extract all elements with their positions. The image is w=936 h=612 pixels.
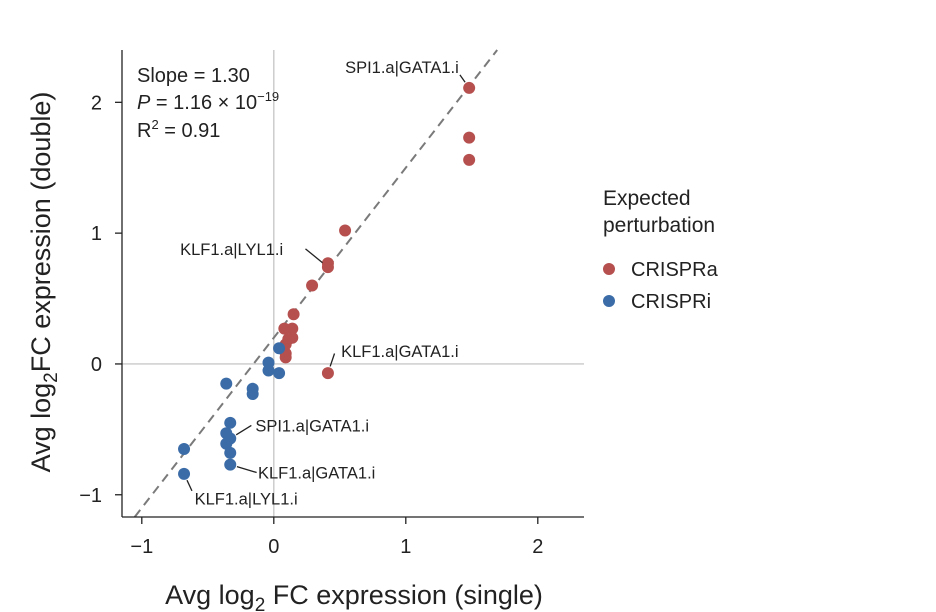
slope-text: Slope = 1.30 <box>137 65 250 87</box>
data-point-crispra <box>321 261 334 274</box>
data-point-crispra <box>339 224 352 237</box>
legend-title-line1: Expected <box>603 187 691 210</box>
data-point-crispri <box>224 416 237 429</box>
x-axis-title-suffix: FC expression (single) <box>265 580 543 610</box>
r2-label: R <box>137 120 151 142</box>
stats-box: Slope = 1.30 P = 1.16 × 10−19 R2 = 0.91 <box>137 65 279 142</box>
legend-title-line2: perturbation <box>603 214 715 237</box>
x-axis-title-sub: 2 <box>255 595 266 612</box>
regression-fit-line <box>133 49 498 518</box>
annotation-label: KLF1.a|LYL1.i <box>195 491 298 509</box>
annotation-leader-line <box>236 466 257 474</box>
p-value-text: P = 1.16 × 10−19 <box>137 89 279 114</box>
legend-label-crispra: CRISPRa <box>631 259 719 281</box>
data-point-crispra <box>463 153 476 166</box>
legend-marker-crispri <box>603 295 615 307</box>
data-point-crispri <box>178 467 191 480</box>
data-points <box>178 81 476 480</box>
legend: Expected perturbation CRISPRa CRISPRi <box>603 187 719 313</box>
r2-text: R2 = 0.91 <box>137 117 220 142</box>
annotation-leader-line <box>459 74 466 83</box>
p-exponent: −19 <box>257 89 279 104</box>
p-label: P <box>137 92 151 114</box>
annotation-leader-line <box>186 479 193 492</box>
x-axis-title: Avg log2 FC expression (single) <box>165 580 543 612</box>
data-point-crispra <box>306 279 319 292</box>
data-point-crispra <box>279 351 292 364</box>
axes: −1 0 1 2 −1 0 1 2 <box>79 50 584 558</box>
y-axis-title-suffix: FC expression (double) <box>26 92 56 373</box>
annotation-label: KLF1.a|LYL1.i <box>180 241 283 259</box>
r2-exponent: 2 <box>151 117 158 132</box>
annotation-leader-line <box>235 424 252 436</box>
fit-line-group <box>133 49 498 518</box>
y-axis-title-prefix: Avg log <box>26 383 56 473</box>
data-point-crispri <box>246 388 259 401</box>
data-point-crispri <box>224 446 237 459</box>
data-point-crispri <box>262 364 275 377</box>
data-point-crispra <box>287 308 300 321</box>
annotation-label: SPI1.a|GATA1.i <box>255 417 369 435</box>
y-tick-label: −1 <box>79 485 102 507</box>
x-tick-label: 2 <box>532 536 543 558</box>
x-tick-label: 0 <box>268 536 279 558</box>
data-point-crispra <box>286 322 299 335</box>
x-axis-title-prefix: Avg log <box>165 580 255 610</box>
data-point-crispri <box>273 367 286 380</box>
legend-label-crispri: CRISPRi <box>631 291 711 313</box>
data-point-crispra <box>463 131 476 144</box>
annotation-label: KLF1.a|GATA1.i <box>341 343 458 361</box>
data-point-crispri <box>220 377 233 390</box>
annotation-label: SPI1.a|GATA1.i <box>345 59 459 77</box>
x-tick-label: −1 <box>130 536 153 558</box>
x-tick-label: 1 <box>400 536 411 558</box>
annotation-leader-line <box>305 248 323 264</box>
data-point-crispri <box>178 442 191 455</box>
y-tick-label: 0 <box>91 354 102 376</box>
data-point-crispri <box>224 458 237 471</box>
annotation-label: KLF1.a|GATA1.i <box>258 465 375 483</box>
y-tick-label: 2 <box>91 92 102 114</box>
r2-value: = 0.91 <box>159 120 221 142</box>
data-point-crispra <box>321 367 334 380</box>
legend-marker-crispra <box>603 263 615 275</box>
reference-lines <box>122 50 584 517</box>
y-axis-title-sub: 2 <box>41 372 62 383</box>
annotations: SPI1.a|GATA1.i KLF1.a|LYL1.i KLF1.a|GATA1.… <box>180 59 466 509</box>
data-point-crispra <box>463 81 476 94</box>
annotation-leader-line <box>329 353 336 367</box>
data-point-crispri <box>273 342 286 355</box>
y-axis-title: Avg log2FC expression (double) <box>26 92 62 473</box>
data-point-crispri <box>220 437 233 450</box>
p-value: = 1.16 × 10 <box>150 92 257 114</box>
y-tick-label: 1 <box>91 223 102 245</box>
